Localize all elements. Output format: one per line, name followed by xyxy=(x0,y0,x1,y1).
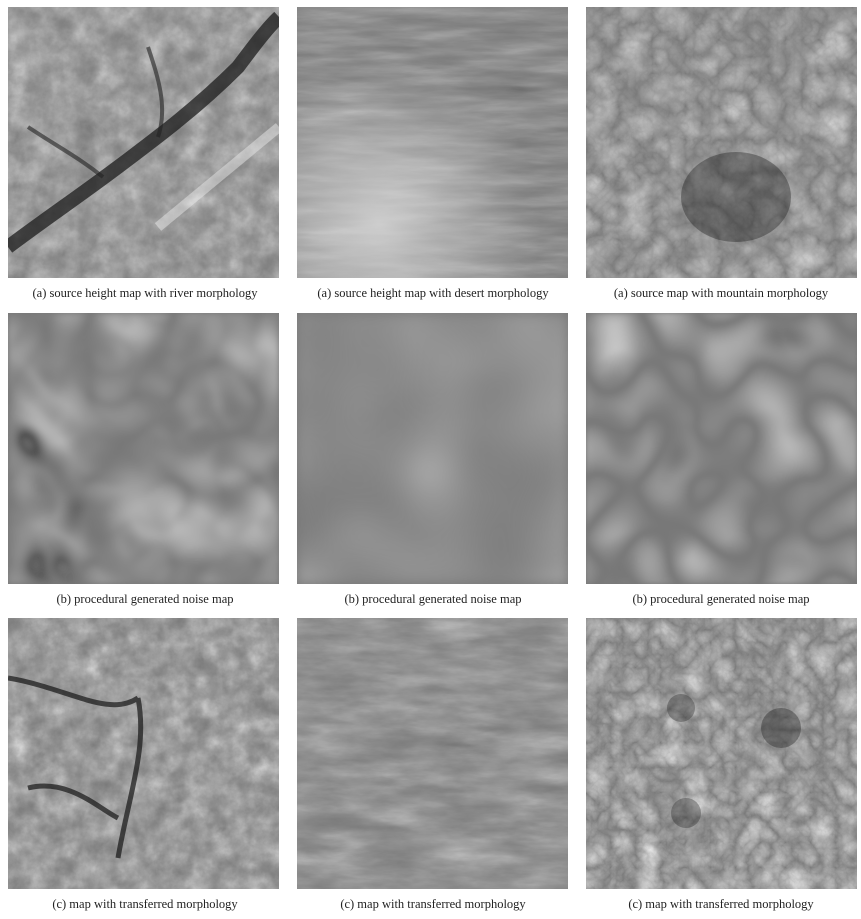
desert-source-image xyxy=(297,7,568,278)
panel-caption: (c) map with transferred morphology xyxy=(628,897,814,911)
transferred-river-image xyxy=(8,618,279,889)
panel-caption: (a) source map with mountain morphology xyxy=(613,286,829,300)
panel-caption: (c) map with transferred morphology xyxy=(340,897,526,911)
mountain-source-image xyxy=(586,7,857,278)
transferred-mountain-image xyxy=(586,618,857,889)
noise-map-image xyxy=(297,313,568,584)
panel-caption: (b) procedural generated noise map xyxy=(632,592,810,606)
river-source-image xyxy=(8,7,279,278)
noise-map-image xyxy=(586,313,857,584)
panel-caption: (b) procedural generated noise map xyxy=(344,592,522,606)
panel-caption: (b) procedural generated noise map xyxy=(56,592,234,606)
panel-caption: (a) source height map with desert morpho… xyxy=(317,286,549,300)
noise-map-image xyxy=(8,313,279,584)
panel-caption: (c) map with transferred morphology xyxy=(52,897,238,911)
transferred-desert-image xyxy=(297,618,568,889)
panel-caption: (a) source height map with river morphol… xyxy=(32,286,258,300)
